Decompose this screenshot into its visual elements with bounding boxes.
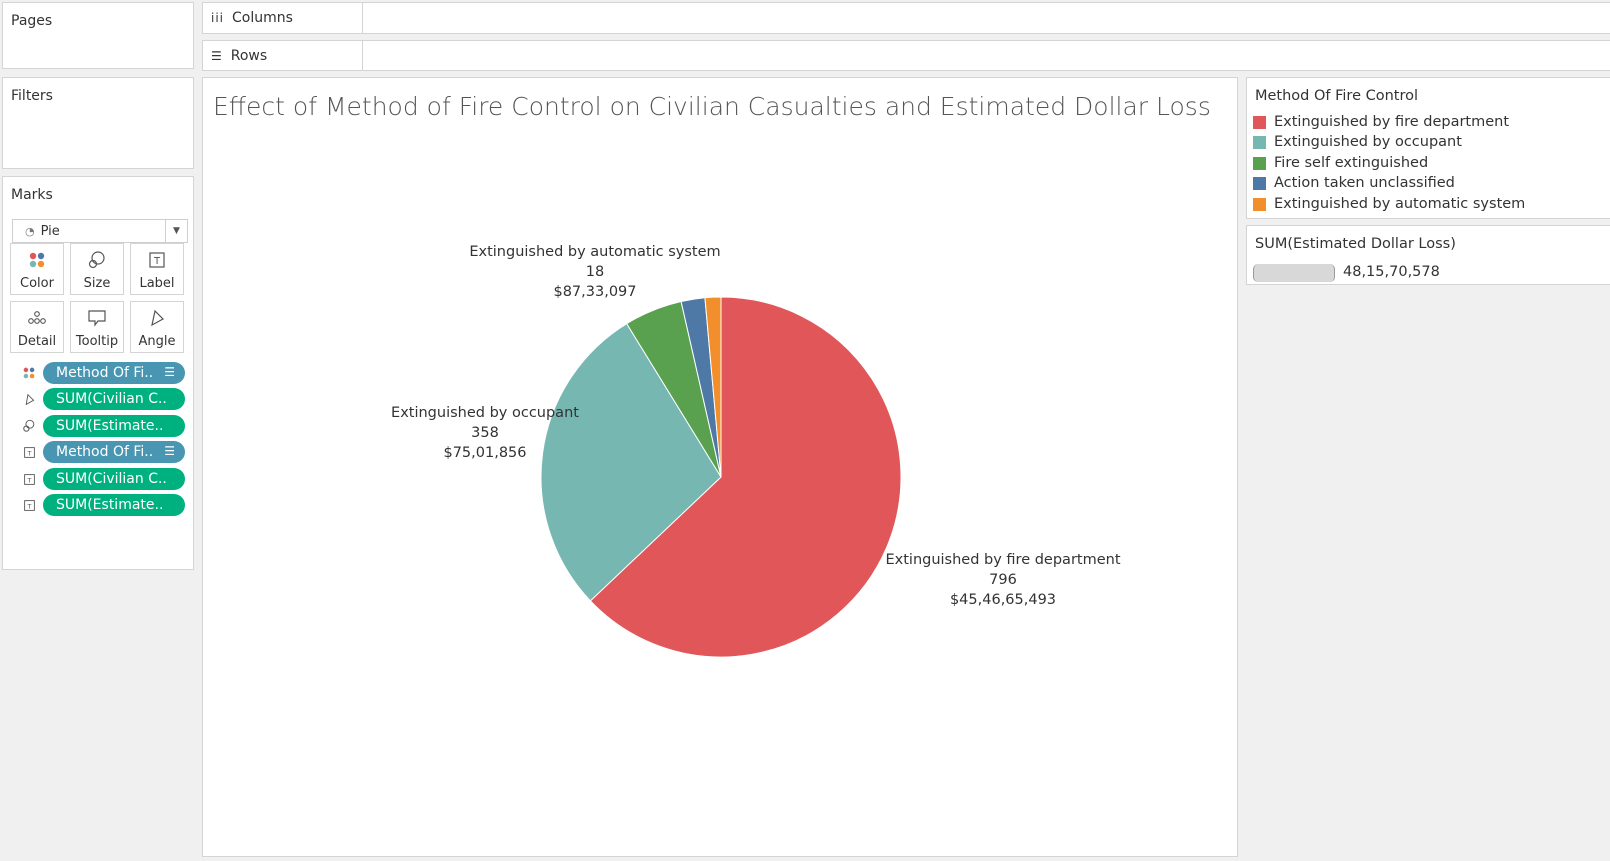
slice-label-value: 358 [471, 425, 499, 441]
chart-view[interactable]: Effect of Method of Fire Control on Civi… [202, 77, 1238, 857]
slice-label-name: Extinguished by occupant [391, 405, 579, 421]
angle-icon [131, 308, 183, 330]
slice-label-dollar: $87,33,097 [553, 284, 637, 300]
label-pill[interactable]: SUM(Civilian C.. [43, 468, 185, 490]
angle-button[interactable]: Angle [130, 301, 184, 353]
pie-chart[interactable] [203, 78, 1239, 858]
pie-slice[interactable] [589, 296, 902, 658]
legend-swatch [1253, 135, 1266, 149]
label-button[interactable]: T Label [130, 243, 184, 295]
rows-icon: ☰ [211, 48, 223, 63]
filters-title: Filters [11, 88, 53, 104]
marks-pill-row: T SUM(Civilian C.. [21, 467, 185, 491]
slice-label-dollar: $45,46,65,493 [949, 592, 1057, 608]
svg-text:T: T [26, 449, 31, 457]
pie-slice[interactable] [540, 322, 722, 602]
pill-text: Method Of Fi.. [56, 444, 154, 460]
legend-item[interactable]: Extinguished by occupant [1253, 132, 1462, 152]
slice-label-automatic: Extinguished by automatic system 18 $87,… [455, 242, 735, 302]
mark-type-label: Pie [40, 223, 60, 239]
chevron-down-icon[interactable]: ▼ [165, 220, 187, 242]
marks-pill-row: T SUM(Estimate.. [21, 493, 185, 517]
slice-label-occupant: Extinguished by occupant 358 $75,01,856 [360, 403, 610, 463]
columns-icon: iii [211, 11, 225, 25]
detail-button-label: Detail [17, 334, 57, 349]
angle-pill[interactable]: SUM(Civilian C.. [43, 388, 185, 410]
label-icon: T [21, 497, 37, 513]
svg-text:T: T [26, 502, 31, 510]
pill-text: SUM(Estimate.. [56, 418, 164, 434]
color-pill[interactable]: Method Of Fi.. ☰ [43, 362, 185, 384]
legend-item[interactable]: Action taken unclassified [1253, 173, 1455, 193]
legend-swatch [1253, 115, 1266, 129]
sort-icon: ☰ [164, 444, 175, 458]
marks-title: Marks [11, 187, 53, 203]
pill-text: Method Of Fi.. [56, 365, 154, 381]
size-icon [21, 418, 37, 434]
tooltip-button-label: Tooltip [75, 334, 119, 349]
slice-label-name: Extinguished by automatic system [469, 244, 721, 260]
mark-type-dropdown[interactable]: ◔ Pie ▼ [12, 219, 188, 243]
label-pill[interactable]: SUM(Estimate.. [43, 494, 185, 516]
slice-label-value: 796 [989, 572, 1017, 588]
filters-card[interactable]: Filters [2, 77, 194, 169]
slice-label-name: Extinguished by fire department [885, 552, 1121, 568]
slice-label-dollar: $75,01,856 [443, 445, 527, 461]
pages-card[interactable]: Pages [2, 2, 194, 69]
color-legend-title: Method Of Fire Control [1255, 88, 1419, 104]
marks-card: Marks ◔ Pie ▼ Color Size T Label Detail … [2, 176, 194, 570]
pill-text: SUM(Estimate.. [56, 497, 164, 513]
size-legend[interactable]: SUM(Estimated Dollar Loss) 48,15,70,578 [1246, 225, 1610, 285]
color-icon [21, 365, 37, 381]
tooltip-icon [71, 308, 123, 330]
color-button-label: Color [20, 276, 54, 291]
chart-title: Effect of Method of Fire Control on Civi… [213, 92, 1211, 121]
marks-pill-row: SUM(Estimate.. [21, 414, 185, 438]
detail-button[interactable]: Detail [10, 301, 64, 353]
legend-item[interactable]: Extinguished by automatic system [1253, 194, 1525, 214]
label-icon: T [131, 250, 183, 272]
pie-slice[interactable] [704, 296, 722, 478]
pie-mark-icon: ◔ [25, 224, 35, 238]
slice-label-fire-department: Extinguished by fire department 796 $45,… [858, 550, 1148, 610]
tooltip-button[interactable]: Tooltip [70, 301, 124, 353]
size-legend-bar [1253, 264, 1335, 282]
pill-text: SUM(Civilian C.. [56, 471, 167, 487]
sort-icon: ☰ [164, 365, 175, 379]
legend-swatch [1253, 156, 1266, 170]
pages-title: Pages [11, 13, 53, 29]
legend-swatch [1253, 176, 1266, 190]
detail-icon [11, 308, 63, 330]
marks-pill-row: T Method Of Fi.. ☰ [21, 440, 185, 464]
legend-swatch [1253, 197, 1266, 211]
size-legend-title: SUM(Estimated Dollar Loss) [1255, 236, 1456, 252]
label-pill[interactable]: Method Of Fi.. ☰ [43, 441, 185, 463]
svg-text:T: T [153, 256, 161, 267]
svg-text:T: T [26, 476, 31, 484]
size-icon [71, 250, 123, 272]
columns-shelf-label: iii Columns [203, 3, 363, 33]
legend-item[interactable]: Extinguished by fire department [1253, 112, 1509, 132]
slice-label-value: 18 [585, 264, 605, 280]
legend-item[interactable]: Fire self extinguished [1253, 153, 1428, 173]
columns-shelf[interactable]: iii Columns [202, 2, 1610, 34]
size-button[interactable]: Size [70, 243, 124, 295]
label-icon: T [21, 444, 37, 460]
color-icon [11, 250, 63, 272]
rows-shelf[interactable]: ☰ Rows [202, 40, 1610, 71]
color-button[interactable]: Color [10, 243, 64, 295]
marks-pill-row: Method Of Fi.. ☰ [21, 361, 185, 385]
angle-icon [21, 391, 37, 407]
size-pill[interactable]: SUM(Estimate.. [43, 415, 185, 437]
size-legend-value: 48,15,70,578 [1343, 264, 1440, 280]
label-icon: T [21, 471, 37, 487]
pill-text: SUM(Civilian C.. [56, 391, 167, 407]
label-button-label: Label [139, 276, 175, 291]
angle-button-label: Angle [138, 334, 176, 349]
size-button-label: Size [83, 276, 111, 291]
color-legend[interactable]: Method Of Fire Control Extinguished by f… [1246, 77, 1610, 219]
rows-shelf-label: ☰ Rows [203, 41, 363, 70]
marks-pill-row: SUM(Civilian C.. [21, 387, 185, 411]
